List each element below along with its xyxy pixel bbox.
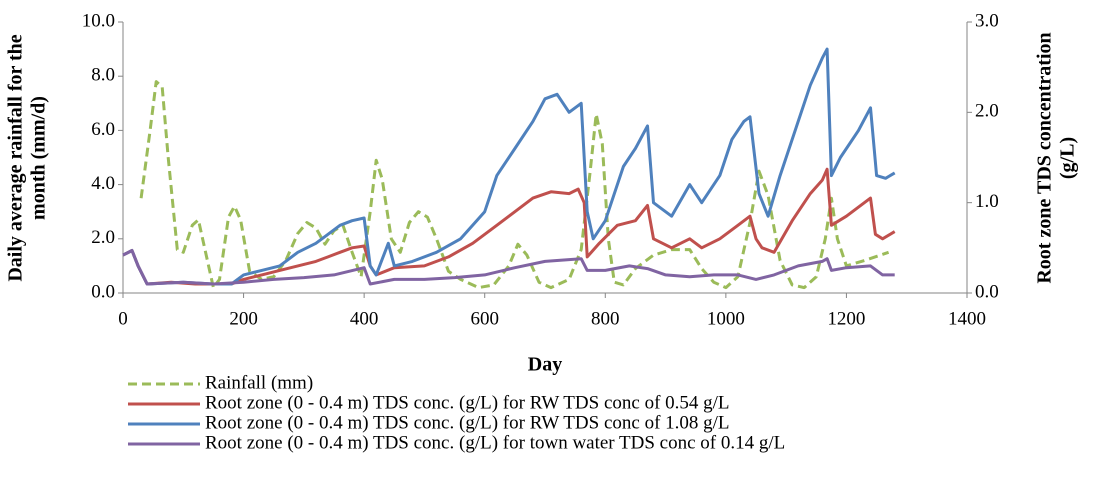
y2-tick-label: 1.0 <box>975 191 999 212</box>
y-tick-label: 6.0 <box>91 119 115 140</box>
y-axis-title: month (mm/d) <box>28 96 50 220</box>
x-tick-label: 1000 <box>707 308 745 329</box>
x-axis-title: Day <box>528 354 562 376</box>
data-line <box>122 249 895 286</box>
x-tick-label: 400 <box>350 308 379 329</box>
y-tick-label: 4.0 <box>91 173 115 194</box>
y2-axis-title: (g/L) <box>1057 137 1079 179</box>
y-tick-label: 2.0 <box>91 227 115 248</box>
legend-label: Rainfall (mm) <box>205 372 313 393</box>
y2-tick-label: 3.0 <box>975 10 999 31</box>
data-line <box>122 47 896 286</box>
x-tick-label: 1400 <box>948 308 986 329</box>
legend-label: Root zone (0 - 0.4 m) TDS conc. (g/L) fo… <box>205 412 730 433</box>
data-line <box>139 80 890 290</box>
y-axis-title: Daily average rainfall for the <box>5 34 27 281</box>
x-tick-label: 0 <box>118 308 128 329</box>
legend-label: Root zone (0 - 0.4 m) TDS conc. (g/L) fo… <box>205 432 785 453</box>
y-tick-label: 0.0 <box>91 281 115 302</box>
y2-tick-label: 0.0 <box>975 281 999 302</box>
x-tick-label: 800 <box>591 308 620 329</box>
y2-tick-label: 2.0 <box>975 101 999 122</box>
y2-axis-title: Root zone TDS concentration <box>1034 32 1056 283</box>
y-tick-label: 10.0 <box>82 10 115 31</box>
x-tick-label: 600 <box>470 308 499 329</box>
y-tick-label: 8.0 <box>91 65 115 86</box>
x-tick-label: 1200 <box>827 308 865 329</box>
legend-label: Root zone (0 - 0.4 m) TDS conc. (g/L) fo… <box>205 392 730 413</box>
data-line <box>122 167 896 286</box>
x-tick-label: 200 <box>229 308 258 329</box>
